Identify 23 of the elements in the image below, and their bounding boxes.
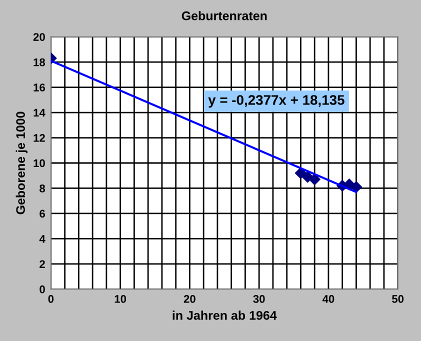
x-tick-label: 0 (48, 295, 54, 303)
point (308, 174, 320, 186)
y-tick-label: 12 (34, 134, 45, 142)
y-tick-label: 0 (40, 285, 45, 294)
x-tick-label: 10 (114, 295, 126, 303)
x-tick-label: 30 (253, 295, 265, 303)
x-axis-title: in Jahren ab 1964 (172, 310, 277, 320)
y-tick-label: 4 (39, 235, 46, 243)
chart-title: Geburtenraten (182, 11, 267, 20)
y-tick-label: 14 (34, 108, 46, 117)
y-tick-label: 6 (40, 210, 45, 218)
x-tick-label: 40 (322, 295, 334, 303)
annotation: y = -0,2377x + 18,135 (208, 95, 344, 108)
x-tick-label: 50 (392, 295, 404, 303)
y-tick-label: 2 (40, 260, 45, 268)
y-tick-label: 8 (40, 184, 46, 192)
y-tick-label: 20 (33, 33, 45, 41)
point (350, 181, 362, 193)
y-tick-label: 18 (34, 58, 46, 66)
y-axis-title: Geborene je 1000 (16, 112, 28, 214)
y-tick-label: 16 (34, 84, 45, 92)
y-tick-label: 10 (34, 159, 45, 168)
x-tick-label: 20 (184, 295, 196, 303)
